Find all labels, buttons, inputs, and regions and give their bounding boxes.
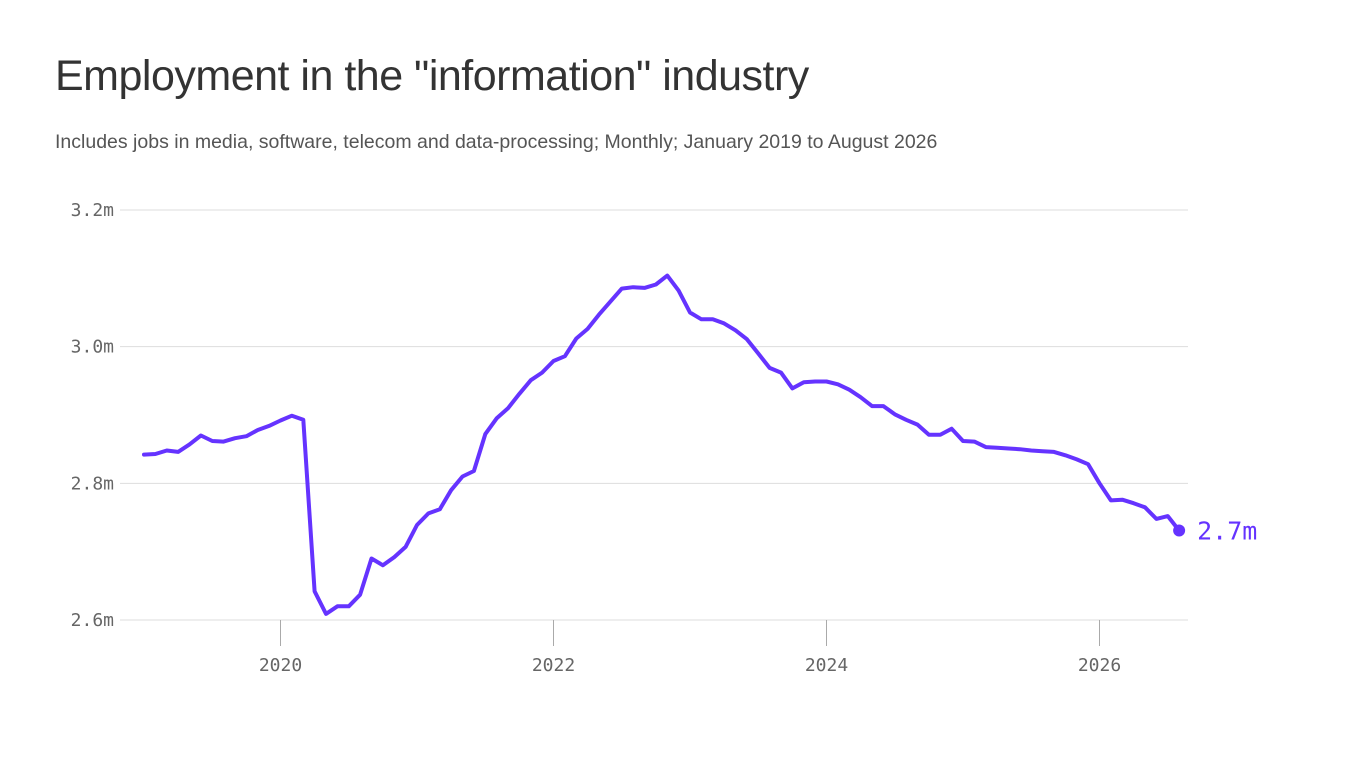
- x-axis: 2020 2022 2024 2026: [259, 620, 1121, 676]
- gridlines: [120, 209, 1188, 621]
- x-tick-label: 2026: [1078, 655, 1121, 676]
- chart-title: Employment in the "information" industry: [55, 52, 809, 100]
- y-tick-label: 3.2m: [71, 200, 114, 221]
- end-point-marker: [1173, 524, 1186, 537]
- y-tick-label: 3.0m: [71, 337, 114, 358]
- series-line: [142, 273, 1182, 616]
- end-value-label: 2.7m: [1197, 516, 1257, 545]
- y-axis-tick-labels: 2.6m 2.8m 3.0m 3.2m: [71, 200, 114, 631]
- x-tick-label: 2024: [805, 655, 848, 676]
- chart-subtitle: Includes jobs in media, software, teleco…: [55, 131, 938, 153]
- x-tick-label: 2022: [532, 655, 575, 676]
- y-tick-label: 2.6m: [71, 610, 114, 631]
- x-tick-label: 2020: [259, 655, 302, 676]
- y-tick-label: 2.8m: [71, 473, 114, 494]
